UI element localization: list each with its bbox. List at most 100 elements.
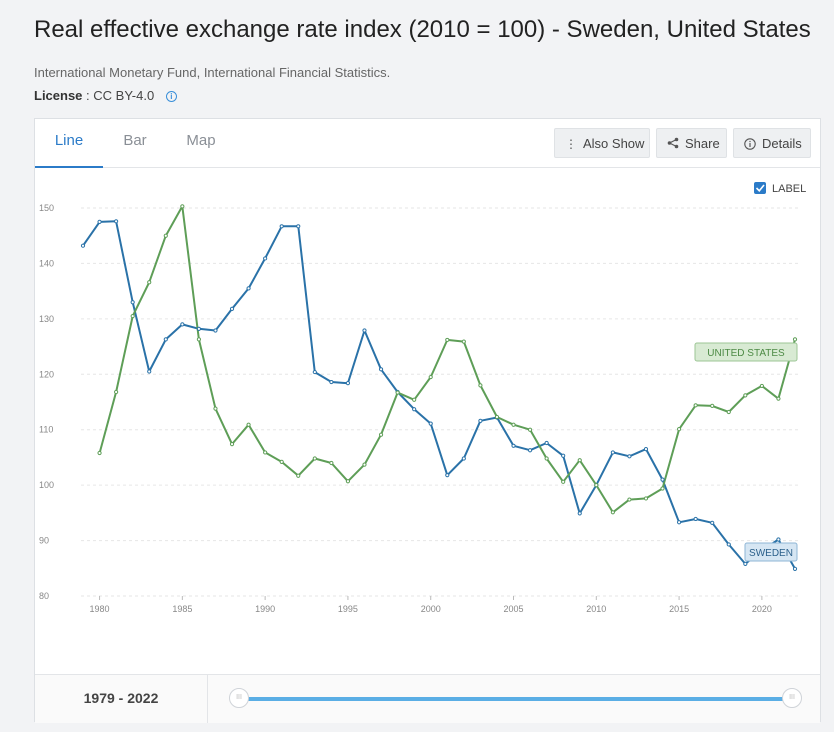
data-point-united_states[interactable]: [544, 456, 549, 461]
data-point-united_states[interactable]: [759, 383, 764, 389]
data-point-sweden[interactable]: [676, 520, 682, 525]
data-point-united_states[interactable]: [362, 462, 367, 467]
data-point-united_states[interactable]: [412, 397, 417, 402]
data-point-sweden[interactable]: [776, 537, 781, 542]
data-point-united_states[interactable]: [726, 409, 731, 415]
data-point-united_states[interactable]: [527, 427, 533, 432]
data-point-sweden[interactable]: [461, 456, 466, 461]
data-point-united_states[interactable]: [478, 383, 483, 388]
data-point-united_states[interactable]: [163, 233, 168, 238]
data-point-sweden[interactable]: [693, 516, 698, 522]
data-point-sweden[interactable]: [428, 421, 433, 426]
range-slider-start-handle[interactable]: III: [229, 688, 249, 708]
data-point-united_states[interactable]: [213, 406, 218, 411]
data-point-sweden[interactable]: [163, 337, 168, 342]
data-point-sweden[interactable]: [229, 306, 235, 311]
tab-line[interactable]: Line: [35, 119, 103, 168]
data-point-united_states[interactable]: [660, 486, 665, 491]
data-point-united_states[interactable]: [229, 442, 235, 447]
data-point-sweden[interactable]: [80, 243, 86, 248]
data-point-sweden[interactable]: [544, 440, 549, 446]
share-button[interactable]: Share: [656, 128, 727, 158]
data-point-united_states[interactable]: [296, 473, 301, 478]
data-point-sweden[interactable]: [527, 448, 533, 453]
share-label: Share: [685, 136, 720, 151]
data-point-united_states[interactable]: [196, 337, 202, 342]
data-point-united_states[interactable]: [445, 337, 450, 343]
data-point-united_states[interactable]: [743, 393, 748, 398]
data-point-sweden[interactable]: [345, 381, 351, 386]
data-point-sweden[interactable]: [627, 454, 632, 459]
data-point-united_states[interactable]: [97, 450, 102, 456]
tab-map[interactable]: Map: [186, 132, 216, 149]
data-point-united_states[interactable]: [494, 414, 500, 420]
data-point-united_states[interactable]: [627, 497, 632, 502]
data-point-sweden[interactable]: [577, 511, 582, 516]
data-point-sweden[interactable]: [660, 477, 665, 482]
data-point-sweden[interactable]: [97, 219, 102, 224]
data-point-united_states[interactable]: [710, 403, 715, 408]
range-slider-track[interactable]: [239, 697, 793, 701]
data-point-united_states[interactable]: [561, 479, 566, 484]
data-point-united_states[interactable]: [114, 389, 119, 395]
also-show-button[interactable]: ⋮ Also Show: [554, 128, 650, 158]
data-point-united_states[interactable]: [511, 422, 516, 427]
data-point-united_states[interactable]: [180, 204, 185, 209]
details-button[interactable]: Details: [733, 128, 811, 158]
data-point-sweden[interactable]: [561, 453, 566, 458]
info-icon[interactable]: i: [165, 91, 177, 102]
data-point-sweden[interactable]: [743, 561, 748, 566]
data-point-sweden[interactable]: [362, 328, 367, 333]
data-point-sweden[interactable]: [114, 219, 119, 224]
data-point-sweden[interactable]: [279, 224, 284, 229]
tab-bar-chart[interactable]: Bar: [123, 132, 147, 149]
data-point-united_states[interactable]: [461, 339, 466, 344]
data-point-united_states[interactable]: [693, 403, 698, 408]
data-point-sweden[interactable]: [511, 443, 516, 448]
series-line-sweden: [82, 220, 796, 570]
data-point-sweden[interactable]: [130, 300, 135, 305]
data-point-united_states[interactable]: [676, 427, 682, 432]
data-point-united_states[interactable]: [345, 479, 351, 484]
data-point-sweden[interactable]: [296, 224, 301, 229]
data-point-sweden[interactable]: [726, 542, 731, 547]
data-point-sweden[interactable]: [329, 379, 334, 385]
data-point-sweden[interactable]: [610, 450, 615, 455]
data-point-sweden[interactable]: [196, 326, 202, 331]
data-point-united_states[interactable]: [329, 460, 334, 466]
y-tick-label: 140: [39, 258, 54, 268]
label-toggle[interactable]: LABEL: [754, 182, 806, 195]
data-point-united_states[interactable]: [428, 374, 433, 380]
data-point-united_states[interactable]: [643, 496, 649, 501]
data-point-united_states[interactable]: [279, 459, 284, 464]
data-point-united_states[interactable]: [263, 450, 268, 455]
data-point-united_states[interactable]: [147, 280, 152, 285]
data-point-united_states[interactable]: [395, 390, 400, 395]
y-tick-label: 120: [39, 369, 54, 379]
data-point-sweden[interactable]: [710, 520, 715, 525]
data-point-united_states[interactable]: [577, 458, 582, 463]
data-point-sweden[interactable]: [478, 418, 483, 423]
data-point-sweden[interactable]: [180, 322, 185, 327]
details-info-icon: [744, 129, 756, 159]
data-point-united_states[interactable]: [776, 396, 781, 401]
data-point-sweden[interactable]: [792, 566, 798, 571]
data-point-sweden[interactable]: [412, 407, 417, 412]
data-point-sweden[interactable]: [643, 447, 649, 452]
data-point-sweden[interactable]: [147, 369, 152, 374]
data-point-sweden[interactable]: [246, 286, 251, 291]
data-point-united_states[interactable]: [610, 510, 615, 515]
data-point-united_states[interactable]: [312, 456, 317, 461]
data-point-united_states[interactable]: [130, 313, 135, 319]
label-checkbox[interactable]: [754, 182, 766, 194]
data-point-sweden[interactable]: [213, 328, 218, 333]
data-point-united_states[interactable]: [246, 422, 251, 427]
data-point-united_states[interactable]: [378, 432, 384, 437]
data-point-sweden[interactable]: [263, 256, 268, 261]
data-point-sweden[interactable]: [312, 369, 317, 375]
data-point-united_states[interactable]: [792, 337, 798, 342]
data-point-united_states[interactable]: [594, 483, 599, 488]
data-point-sweden[interactable]: [445, 473, 450, 478]
data-point-sweden[interactable]: [378, 367, 384, 372]
range-slider-end-handle[interactable]: III: [782, 688, 802, 708]
